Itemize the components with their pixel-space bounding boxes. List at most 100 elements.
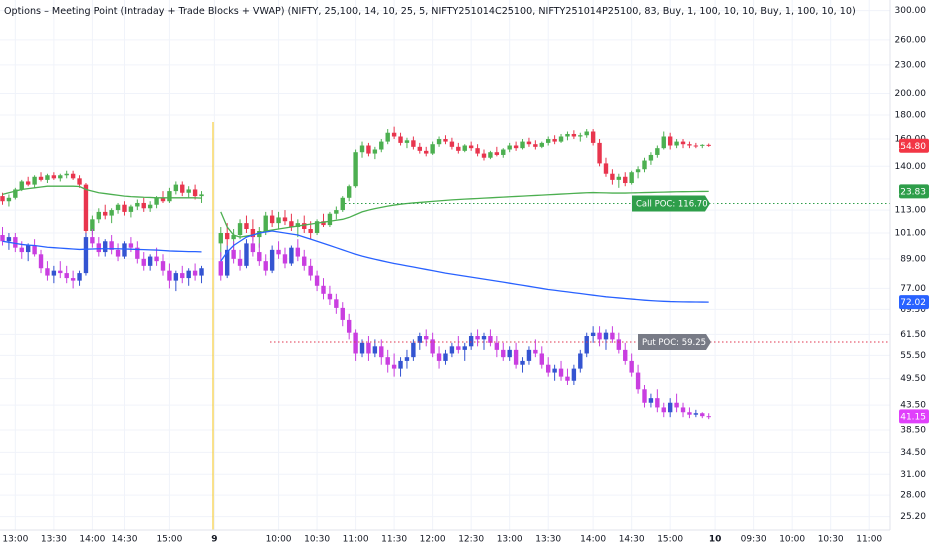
candle-body	[443, 139, 448, 142]
candle-body	[616, 176, 622, 180]
candle-body	[64, 173, 69, 176]
candle-body	[244, 223, 249, 229]
y-tick-label: 77.00	[900, 284, 926, 294]
candle-body	[103, 211, 108, 216]
candle-body	[346, 319, 352, 333]
candle-body	[462, 145, 467, 151]
candle-body	[334, 299, 339, 308]
candle-body	[411, 342, 416, 358]
x-tick-label: 13:30	[41, 535, 67, 545]
candle-body	[539, 353, 544, 365]
candle-body	[32, 245, 37, 255]
y-tick-label: 180.00	[895, 110, 927, 120]
x-tick-label: 14:30	[112, 535, 138, 545]
candle-body	[359, 145, 365, 153]
candle-body	[321, 221, 326, 226]
candle-body	[597, 332, 602, 340]
candle-body	[6, 197, 12, 202]
x-tick-label: 12:00	[420, 535, 446, 545]
candle-body	[642, 389, 647, 403]
plot-area: Call POC: 116.70 ↑ Put POC: 59.25 ↓	[0, 126, 890, 420]
candle-body	[122, 243, 127, 257]
candle-body	[635, 372, 641, 390]
candle-body	[501, 149, 506, 155]
candle-body	[160, 261, 166, 271]
candle-body	[507, 145, 512, 150]
candle-body	[655, 148, 660, 155]
candle-body	[635, 169, 641, 173]
candle-body	[0, 196, 5, 202]
candle-body	[289, 221, 294, 228]
y-tick-label: 49.50	[900, 374, 926, 384]
candle-body	[590, 131, 596, 143]
y-tick-label: 31.00	[900, 470, 926, 480]
candle-body	[308, 265, 313, 276]
candle-body	[539, 142, 544, 147]
candle-body	[25, 245, 31, 253]
candle-body	[488, 152, 493, 158]
y-tick-label: 25.20	[900, 512, 926, 522]
candle-body	[231, 249, 236, 259]
candle-body	[661, 407, 666, 413]
candle-body	[308, 228, 313, 234]
candle-body	[282, 217, 288, 222]
candle-body	[45, 268, 50, 276]
candle-body	[443, 353, 448, 361]
candle-body	[629, 172, 634, 184]
candle-body	[353, 152, 358, 187]
candle-body	[667, 402, 673, 413]
candle-body	[346, 186, 352, 198]
x-tick-label: 10:00	[266, 535, 292, 545]
candle-body	[404, 140, 410, 143]
candle-body	[501, 349, 506, 358]
candle-body	[257, 252, 262, 262]
vwap-line	[2, 230, 709, 303]
candle-body	[263, 261, 268, 271]
candle-body	[32, 176, 37, 185]
y-tick-label: 69.50	[900, 305, 926, 315]
candle-body	[321, 285, 326, 294]
candle-body	[70, 173, 76, 179]
x-tick-label: 10	[709, 535, 722, 545]
candle-body	[578, 135, 583, 137]
candle-body	[122, 204, 127, 212]
x-tick-label: 10:30	[304, 535, 330, 545]
candle-body	[456, 346, 461, 350]
candle-body	[533, 144, 538, 147]
price-axis	[890, 0, 932, 550]
candle-body	[706, 144, 711, 146]
candle-body	[141, 202, 146, 209]
candle-body	[398, 136, 403, 143]
candle-body	[135, 247, 140, 259]
x-tick-label: 11:00	[856, 535, 882, 545]
x-tick-label: 14:00	[79, 535, 105, 545]
candle-body	[199, 268, 204, 276]
x-tick-label: 09:30	[741, 535, 767, 545]
candle-body	[667, 136, 673, 146]
candle-body	[571, 368, 577, 381]
candle-body	[192, 189, 198, 197]
candle-body	[475, 148, 480, 154]
x-tick-label: 15:00	[156, 535, 182, 545]
candle-body	[90, 219, 95, 231]
candle-body	[552, 139, 557, 142]
candle-body	[83, 184, 89, 231]
candle-body	[167, 191, 172, 202]
price-tag-label: 154.80	[895, 142, 927, 152]
candle-body	[623, 349, 628, 361]
candle-body	[385, 132, 390, 142]
candle-body	[468, 336, 474, 347]
candle-body	[661, 136, 666, 149]
candle-body	[173, 273, 179, 281]
candle-body	[674, 402, 679, 408]
y-tick-label: 89.00	[900, 254, 926, 264]
candle-body	[302, 256, 307, 266]
candle-body	[546, 364, 551, 373]
candle-body	[167, 270, 172, 281]
candle-body	[424, 150, 429, 154]
candle-body	[269, 249, 275, 271]
candle-body	[38, 254, 44, 269]
candle-body	[462, 346, 467, 350]
candle-body	[192, 270, 198, 276]
candle-body	[77, 273, 82, 281]
